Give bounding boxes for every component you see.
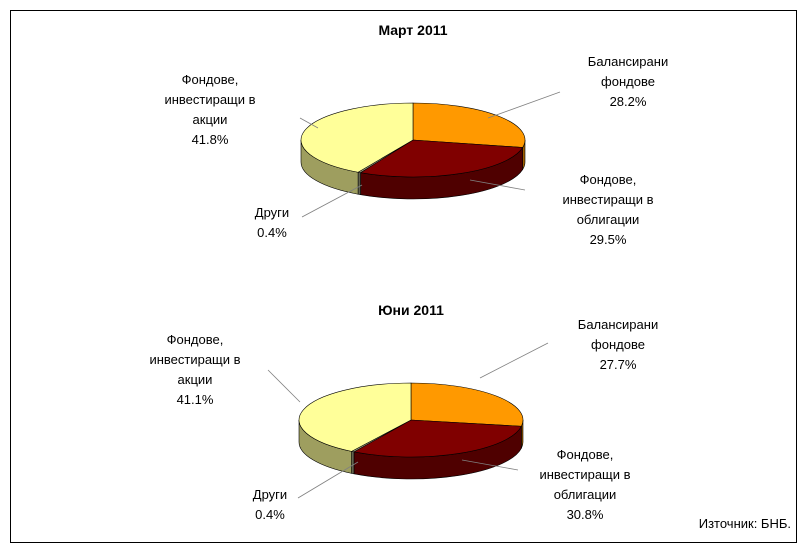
leader-line [469,179,526,191]
slice-label: Фондове, инвестиращи в облигации [539,447,631,502]
leader-line [267,369,301,403]
chart-title: Март 2011 [378,22,448,38]
source: Източник: БНБ. [698,516,791,531]
slice-label: Фондове, инвестиращи в акции [164,72,256,127]
frame [10,10,797,543]
leader-line [299,117,319,129]
slice-label: Други [252,487,288,502]
value-label: 27.7% [599,357,637,372]
leader-line [297,461,359,499]
leader-line [301,184,363,218]
slice-label: Фондове, инвестиращи в облигации [562,172,654,227]
slice [353,419,522,458]
value-label: 41.1% [176,392,214,407]
slice [359,139,524,178]
value-label: 30.8% [566,507,604,522]
chart-title: Юни 2011 [378,302,444,318]
slice [300,102,414,173]
slice-label: Фондове, инвестиращи в акции [149,332,241,387]
slice [410,382,524,427]
value-label: 0.4% [255,507,285,522]
leader-line [487,91,561,119]
slice-label: Балансирани фондове [587,54,669,89]
slice-side [351,450,355,475]
slice [298,382,412,452]
slice [412,102,526,148]
value-label: 28.2% [609,94,647,109]
value-label: 29.5% [589,232,627,247]
leader-line [461,459,519,471]
value-label: 0.4% [257,225,287,240]
slice-side [357,171,361,196]
slice-label: Балансирани фондове [577,317,659,352]
value-label: 41.8% [191,132,229,147]
slice-label: Други [254,205,290,220]
leader-line [479,342,549,379]
